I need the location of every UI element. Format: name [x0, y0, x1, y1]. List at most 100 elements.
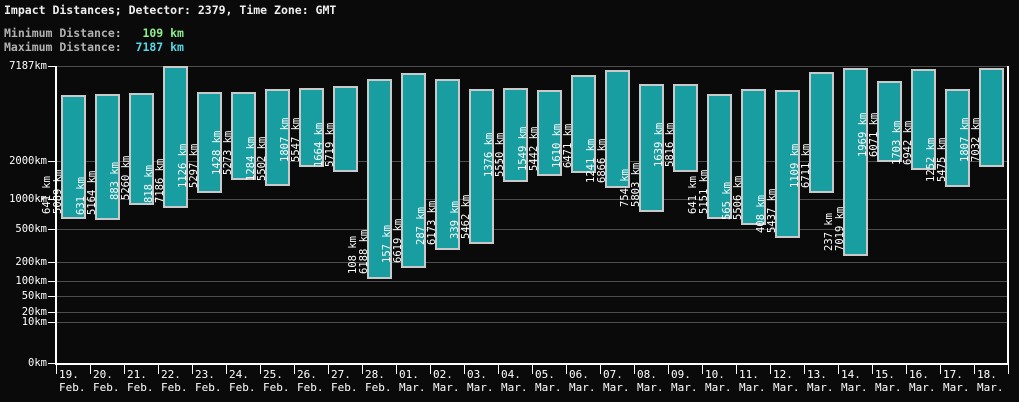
bar: 641 km 5151 km — [687, 94, 732, 219]
bar-max-label: 5297 km — [187, 143, 200, 188]
y-axis-tick-label: 2000km — [9, 155, 47, 167]
date-day: 09. — [671, 368, 691, 381]
bar-label: 1376 km 5550 km — [483, 132, 506, 177]
bar: 754 km 5803 km — [619, 84, 664, 212]
bar-min-label: 641 km — [687, 176, 699, 214]
y-axis-tick — [48, 262, 56, 263]
bar-min-label: 883 km — [109, 162, 121, 200]
date-month: Mar. — [399, 381, 426, 394]
date-day: 12. — [773, 368, 793, 381]
date-month: Feb. — [59, 381, 86, 394]
x-axis-tick — [464, 365, 465, 374]
bar-min-label: 408 km — [755, 195, 767, 233]
bar-label: 818 km 7186 km — [143, 158, 166, 203]
bar: 157 km 6619 km — [381, 73, 426, 268]
date-day: 11. — [739, 368, 759, 381]
y-axis-tick-label: 50km — [21, 290, 47, 302]
maximum-distance-label: Maximum Distance: — [4, 40, 122, 54]
y-axis-tick — [48, 296, 56, 297]
x-axis-date-label: 10. Mar. — [702, 368, 736, 394]
bar-min-label: 157 km — [381, 225, 393, 263]
y-axis-tick-label: 20km — [21, 306, 47, 318]
date-day: 20. — [93, 368, 113, 381]
date-day: 04. — [501, 368, 521, 381]
bar-min-label: 641 km — [41, 176, 53, 214]
bar-min-label: 1241 km — [585, 138, 597, 183]
x-axis-tick — [600, 365, 601, 374]
bar-min-label: 1703 km — [891, 120, 903, 165]
bar: 641 km 5089 km — [41, 95, 86, 219]
maximum-distance-value: 7187 km — [135, 40, 184, 54]
bar-label: 408 km 5437 km — [755, 189, 778, 233]
bar-min-label: 631 km — [75, 177, 87, 215]
x-axis-date-label: 20. Feb. — [90, 368, 124, 394]
bar-max-label: 6173 km — [425, 200, 438, 245]
date-day: 25. — [263, 368, 283, 381]
y-axis-tick-label: 10km — [21, 316, 47, 328]
bar-label: 883 km 5260 km — [109, 156, 132, 200]
bar-label: 237 km 7019 km — [823, 207, 846, 251]
x-axis-date-label: 14. Mar. — [838, 368, 872, 394]
date-day: 14. — [841, 368, 861, 381]
x-axis-date-label: 01. Mar. — [396, 368, 430, 394]
bar-max-label: 6188 km — [357, 229, 370, 274]
y-axis-tick — [48, 199, 56, 200]
x-axis-tick — [940, 365, 941, 374]
bar-label: 157 km 6619 km — [381, 218, 404, 263]
bar: 1664 km 5719 km — [313, 86, 358, 172]
bar-max-label: 6619 km — [391, 218, 404, 263]
bar-min-label: 1109 km — [789, 143, 801, 188]
y-axis-tick — [48, 281, 56, 282]
x-axis-line — [55, 363, 1009, 365]
bar-min-label: 1639 km — [653, 122, 665, 167]
bar-label: 1807 km 5547 km — [279, 117, 302, 162]
bar-min-label: 754 km — [619, 169, 631, 207]
x-axis-tick — [736, 365, 737, 374]
x-axis-tick — [396, 365, 397, 374]
bar-label: 1549 km 5442 km — [517, 127, 540, 171]
y-axis-line — [55, 66, 57, 363]
date-month: Feb. — [263, 381, 290, 394]
date-month: Mar. — [841, 381, 868, 394]
date-day: 24. — [229, 368, 249, 381]
bar-label: 287 km 6173 km — [415, 200, 438, 245]
x-axis-tick — [532, 365, 533, 374]
bar-min-label: 287 km — [415, 207, 427, 245]
bar-max-label: 5506 km — [731, 175, 744, 220]
bar: 1428 km 5273 km — [211, 92, 256, 180]
x-axis-tick — [56, 365, 57, 374]
date-month: Mar. — [977, 381, 1004, 394]
bar-max-label: 7186 km — [153, 158, 166, 203]
bar-label: 1610 km 6471 km — [551, 123, 574, 168]
x-axis-date-label: 26. Feb. — [294, 368, 328, 394]
x-axis-tick — [872, 365, 873, 374]
bar: 1549 km 5442 km — [517, 90, 562, 176]
date-month: Mar. — [569, 381, 596, 394]
bar: 1703 km 6942 km — [891, 69, 936, 170]
minimum-distance-value: 109 km — [142, 26, 184, 40]
bar: 1969 km 6071 km — [857, 81, 902, 162]
x-axis-tick — [90, 365, 91, 374]
bar-max-label: 6471 km — [561, 123, 574, 168]
date-month: Mar. — [773, 381, 800, 394]
date-day: 02. — [433, 368, 453, 381]
x-axis-date-label: 12. Mar. — [770, 368, 804, 394]
date-month: Mar. — [943, 381, 970, 394]
date-month: Mar. — [671, 381, 698, 394]
date-month: Mar. — [807, 381, 834, 394]
x-axis-date-label: 11. Mar. — [736, 368, 770, 394]
bar-min-label: 108 km — [347, 236, 359, 274]
date-month: Mar. — [535, 381, 562, 394]
x-axis-date-label: 06. Mar. — [566, 368, 600, 394]
x-axis-date-label: 16. Mar. — [906, 368, 940, 394]
bar-label: 1109 km 6711 km — [789, 143, 812, 188]
bar: 1610 km 6471 km — [551, 75, 596, 173]
bar-max-label: 5550 km — [493, 132, 506, 177]
bar-label: 1252 km 5475 km — [925, 138, 948, 182]
bar-max-label: 5547 km — [289, 117, 302, 162]
x-axis-date-label: 27. Feb. — [328, 368, 362, 394]
x-axis-date-label: 02. Mar. — [430, 368, 464, 394]
x-axis-date-label: 03. Mar. — [464, 368, 498, 394]
date-day: 23. — [195, 368, 215, 381]
x-axis-tick — [192, 365, 193, 374]
